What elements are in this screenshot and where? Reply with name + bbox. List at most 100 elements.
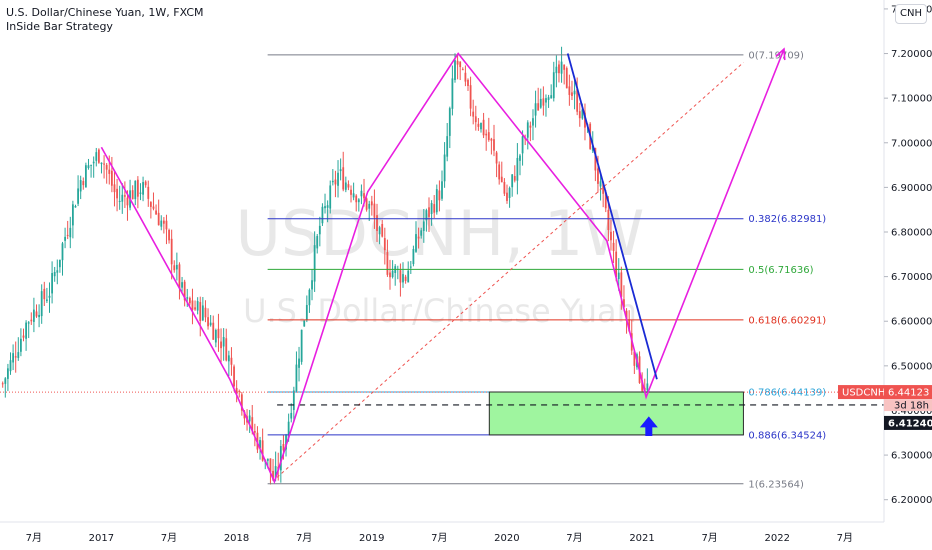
candle-body xyxy=(157,212,160,226)
candle-body xyxy=(186,297,189,299)
candle-body xyxy=(113,184,116,193)
candle-body xyxy=(511,174,514,188)
candle-body xyxy=(324,206,326,209)
fib-level-label: 0.5(6.71636) xyxy=(748,265,813,276)
candle-body xyxy=(58,259,61,268)
fib-level-label: 0.786(6.44139) xyxy=(748,387,826,398)
candle-body xyxy=(339,169,342,172)
candle-body xyxy=(188,297,191,304)
candle-body xyxy=(620,272,623,297)
candle-body xyxy=(84,165,87,188)
candle-body xyxy=(633,351,636,366)
candle-body xyxy=(235,387,238,394)
time-tick-label: 2018 xyxy=(224,533,249,544)
zigzag-pattern-line[interactable] xyxy=(100,48,785,485)
candle-body xyxy=(594,147,597,171)
candle-body xyxy=(420,230,423,236)
candle-body xyxy=(95,152,98,161)
fib-level-label: 0.382(6.82981) xyxy=(748,214,826,225)
currency-button[interactable]: CNH xyxy=(895,4,927,24)
candle-body xyxy=(542,98,545,106)
trend-line[interactable] xyxy=(566,53,658,380)
candle-body xyxy=(534,103,537,116)
time-tick-label: 2017 xyxy=(89,533,114,544)
candle-body xyxy=(472,111,475,117)
candle-body xyxy=(381,224,384,237)
price-badges: USDCNH 6.44123 3d 18h 6.41240 xyxy=(838,385,932,430)
candle-body xyxy=(90,164,92,166)
candle-body xyxy=(27,322,30,324)
candle-body xyxy=(64,236,66,241)
candle-body xyxy=(433,204,436,213)
candle-body xyxy=(329,185,332,209)
chart-title: U.S. Dollar/Chinese Yuan, 1W, FXCM xyxy=(6,6,204,19)
time-tick-label: 7月 xyxy=(837,532,853,544)
price-axis[interactable]: 7.300007.200007.100007.000006.900006.800… xyxy=(883,0,932,550)
candle-body xyxy=(610,231,612,241)
fib-retracement[interactable]: 0(7.19709)0.382(6.82981)0.5(6.71636)0.61… xyxy=(267,50,827,490)
candle-body xyxy=(204,307,207,318)
candle-body xyxy=(181,282,183,288)
candle-body xyxy=(30,319,33,322)
candle-body xyxy=(212,322,215,340)
price-tick-label: 6.90000 xyxy=(891,183,932,194)
symbol-badge-label: USDCNH xyxy=(842,388,885,399)
candle-body xyxy=(480,122,482,130)
candle-body xyxy=(4,378,7,384)
candle-body xyxy=(313,245,316,282)
drawings[interactable] xyxy=(0,47,884,485)
price-tick-label: 6.30000 xyxy=(891,451,932,462)
candle-body xyxy=(248,415,251,422)
candle-body xyxy=(134,180,137,200)
candle-body xyxy=(500,176,503,183)
candle-body xyxy=(199,302,202,322)
candle-body xyxy=(498,164,501,180)
candle-body xyxy=(305,305,308,321)
candle-body xyxy=(194,307,196,310)
candle-body xyxy=(391,270,394,278)
candle-body xyxy=(100,162,103,165)
candle-body xyxy=(425,210,428,221)
time-tick-label: 7月 xyxy=(566,532,582,544)
candle-body xyxy=(350,189,352,195)
candle-body xyxy=(71,204,74,226)
candle-body xyxy=(487,132,490,140)
candle-body xyxy=(547,97,550,100)
crosshair-price-label: 6.41240 xyxy=(888,418,932,429)
candle-body xyxy=(251,417,254,431)
candle-body xyxy=(565,68,568,89)
candle-body xyxy=(118,200,121,202)
watermark-symbol: USDCNH, 1W xyxy=(236,197,645,270)
candle-body xyxy=(456,60,459,65)
candle-body xyxy=(311,280,313,290)
current-price-label: 6.44123 xyxy=(888,388,929,399)
candle-body xyxy=(539,98,542,108)
time-axis[interactable]: 7月 2017 7月 2018 7月 2019 7月 2020 7月 2021 7月 2022 7月 xyxy=(0,521,884,544)
candle-body xyxy=(404,276,407,281)
candle-body xyxy=(368,203,371,209)
candle-body xyxy=(503,181,506,194)
candle-body xyxy=(9,360,12,372)
demand-zone-box[interactable] xyxy=(488,391,744,436)
price-tick-label: 7.10000 xyxy=(891,94,932,105)
time-tick-label: 7月 xyxy=(431,532,447,544)
candle-body xyxy=(266,458,269,461)
candle-body xyxy=(170,238,173,265)
candle-body xyxy=(461,69,464,71)
time-tick-label: 7月 xyxy=(296,532,312,544)
candle-body xyxy=(53,271,56,277)
candle-body xyxy=(646,383,649,391)
candle-body xyxy=(443,154,446,182)
candle-body xyxy=(175,264,178,270)
candle-body xyxy=(131,190,134,200)
candle-body xyxy=(508,187,511,198)
candle-body xyxy=(485,133,488,136)
candle-body xyxy=(97,149,100,163)
candle-body xyxy=(230,357,233,365)
candle-body xyxy=(74,205,77,208)
candle-body xyxy=(560,61,563,74)
candle-body xyxy=(344,182,347,190)
candle-body xyxy=(402,274,404,283)
candle-body xyxy=(495,152,498,164)
